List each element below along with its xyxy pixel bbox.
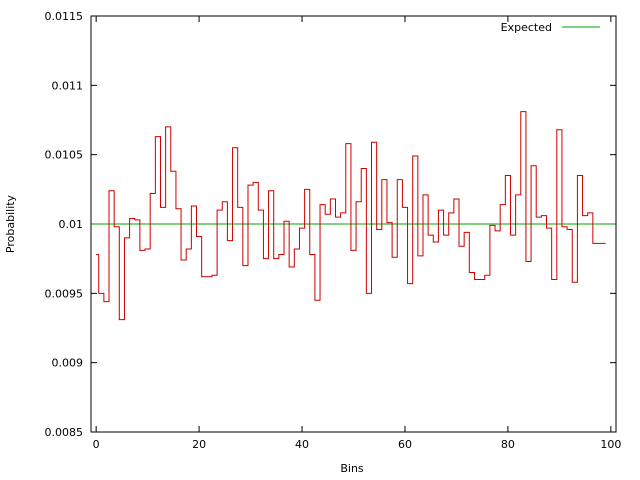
x-axis-label: Bins: [340, 462, 364, 475]
x-tick-label: 40: [295, 438, 309, 451]
y-tick-labels: 0.0085 0.009 0.0095 0.01 0.0105 0.011 0.0115: [45, 10, 84, 439]
x-tick-label: 60: [398, 438, 412, 451]
legend: Expected: [501, 21, 600, 34]
x-tick-label: 100: [600, 438, 621, 451]
axis-ticks: [91, 15, 616, 433]
plot-frame: [90, 15, 617, 433]
y-tick-label: 0.011: [52, 79, 84, 92]
x-tick-label: 0: [93, 438, 100, 451]
y-tick-label: 0.0115: [45, 10, 84, 23]
x-tick-label: 80: [501, 438, 515, 451]
y-tick-label: 0.0095: [45, 287, 84, 300]
y-tick-label: 0.01: [59, 218, 84, 231]
plot-lines: [91, 111, 616, 321]
x-tick-labels: 0 20 40 60 80 100: [93, 438, 622, 451]
y-axis-label: Probability: [4, 194, 17, 253]
y-tick-label: 0.0105: [45, 149, 84, 162]
probability-series-line: [96, 111, 606, 321]
y-tick-label: 0.0085: [45, 426, 84, 439]
legend-label-expected: Expected: [501, 21, 552, 34]
y-tick-label: 0.009: [52, 357, 84, 370]
x-tick-label: 20: [192, 438, 206, 451]
